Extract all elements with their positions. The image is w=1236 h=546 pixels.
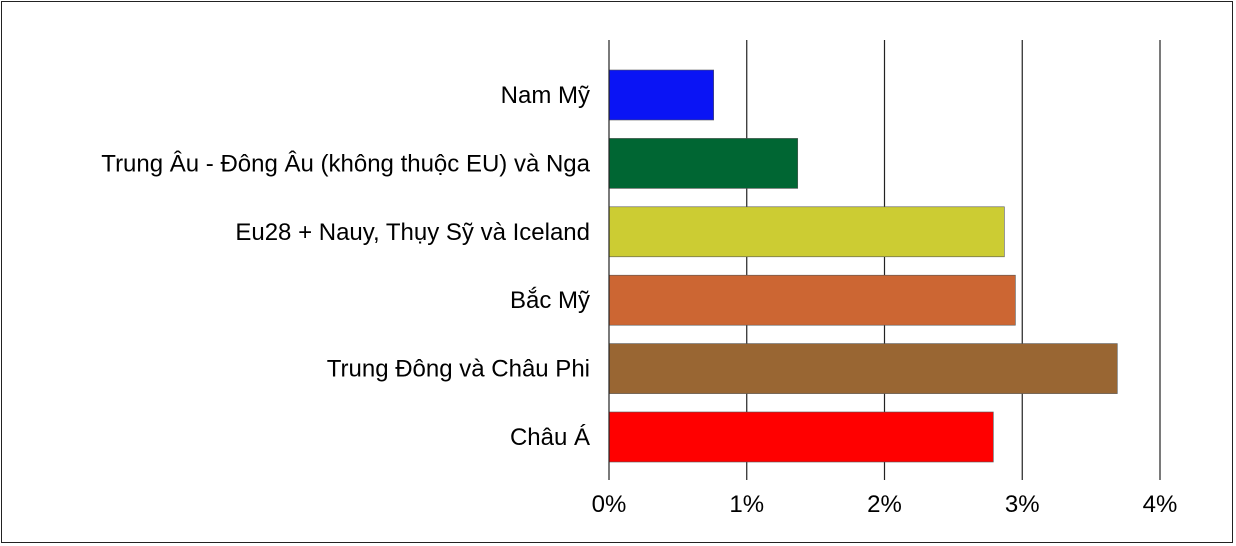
x-tick-label-4: 4% (1143, 491, 1178, 518)
category-label-0: Nam Mỹ (501, 82, 590, 109)
category-label-2: Eu28 + Nauy, Thụy Sỹ và Iceland (235, 219, 590, 246)
x-tick-labels: 0% 1% 2% 3% 4% (592, 491, 1178, 518)
bars (608, 69, 1118, 463)
bar-0 (608, 69, 714, 121)
category-label-5: Châu Á (510, 424, 590, 451)
category-label-1: Trung Âu - Đông Âu (không thuộc EU) và N… (101, 150, 590, 177)
x-tick-label-0: 0% (592, 491, 627, 518)
bar-5 (608, 411, 994, 463)
bar-3 (608, 274, 1016, 326)
category-label-3: Bắc Mỹ (510, 287, 590, 314)
x-tick-label-2: 2% (867, 491, 902, 518)
x-tick-label-1: 1% (729, 491, 764, 518)
category-label-4: Trung Đông và Châu Phi (327, 356, 590, 383)
x-tick-label-3: 3% (1005, 491, 1040, 518)
bar-2 (608, 206, 1005, 258)
gridlines (746, 40, 1161, 480)
bar-4 (608, 343, 1118, 394)
category-labels: Nam Mỹ Trung Âu - Đông Âu (không thuộc EU… (101, 82, 590, 451)
bar-1 (608, 138, 799, 189)
